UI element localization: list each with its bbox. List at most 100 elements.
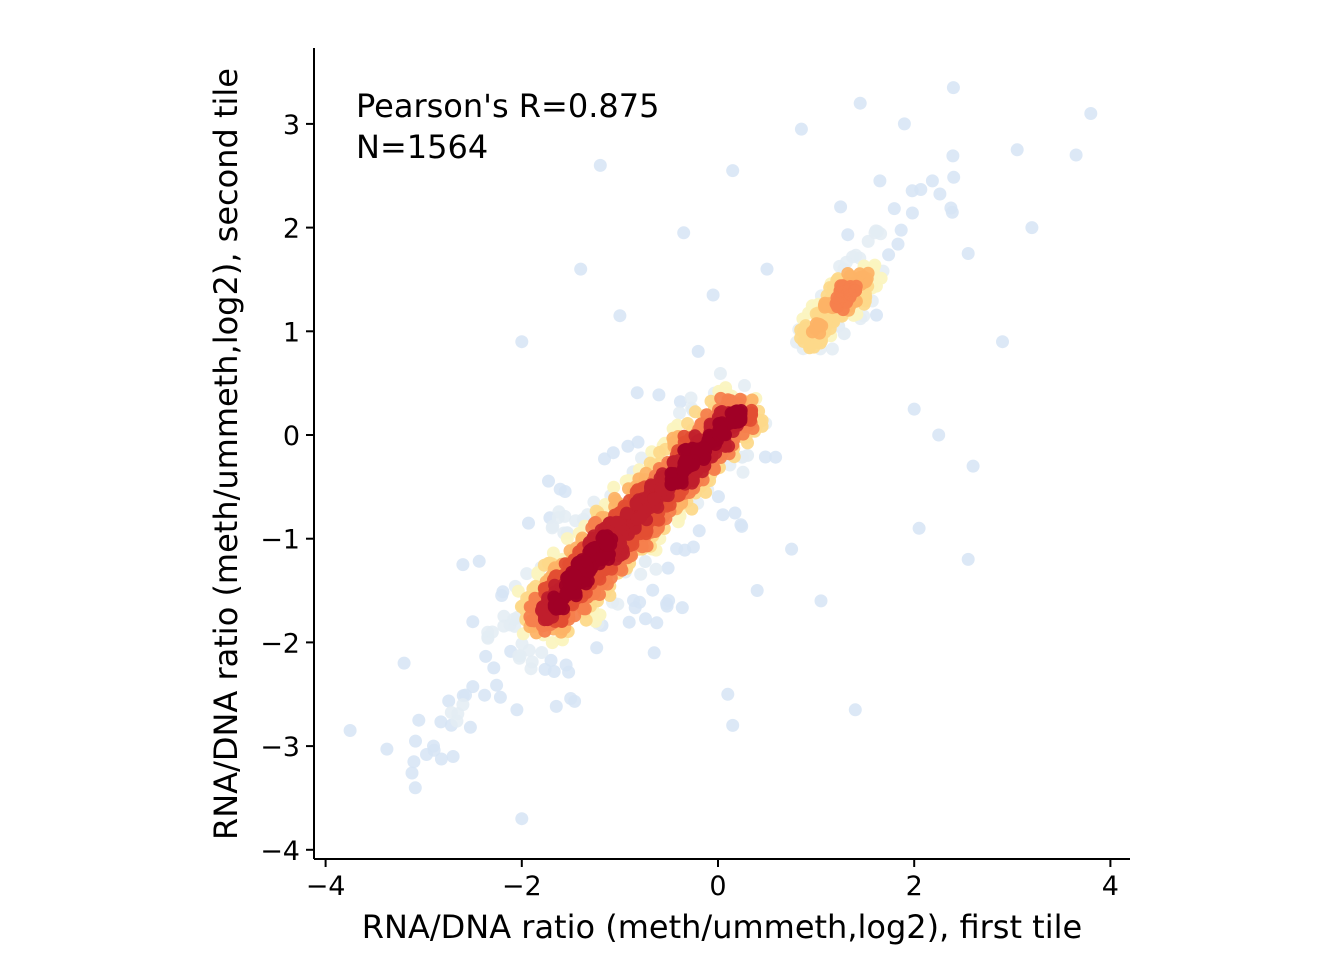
- scatter-point: [613, 309, 627, 323]
- scatter-point: [456, 558, 470, 572]
- scatter-point: [487, 661, 501, 675]
- scatter-point: [907, 402, 921, 416]
- scatter-point: [738, 379, 751, 392]
- scatter-point: [472, 554, 486, 568]
- scatter-point: [638, 555, 652, 568]
- scatter-point: [568, 569, 582, 583]
- x-ticks: −4 −2 0 2 4: [306, 859, 1119, 902]
- scatter-point: [576, 602, 590, 616]
- y-tick-label: −2: [260, 628, 300, 659]
- scatter-point: [496, 585, 510, 599]
- x-tick-label: 0: [709, 871, 726, 902]
- scatter-point: [450, 714, 464, 728]
- scatter-point: [1069, 148, 1083, 162]
- scatter-point: [647, 646, 661, 660]
- scatter-point: [736, 465, 750, 479]
- scatter-point: [466, 615, 480, 629]
- scatter-point: [758, 450, 772, 464]
- scatter-point: [839, 255, 853, 269]
- scatter-point: [527, 614, 541, 628]
- x-tick-label: −4: [306, 871, 346, 902]
- scatter-point: [490, 678, 504, 692]
- scatter-point: [607, 480, 621, 494]
- scatter-point: [721, 687, 735, 701]
- scatter-point: [405, 766, 419, 780]
- scatter-point: [559, 658, 573, 672]
- scatter-point: [848, 284, 862, 298]
- scatter-point: [478, 688, 492, 702]
- scatter-point: [1010, 143, 1024, 157]
- scatter-point: [611, 597, 625, 611]
- scatter-point: [553, 482, 567, 496]
- scatter-point: [794, 122, 808, 136]
- x-tick-label: 4: [1102, 871, 1119, 902]
- scatter-point: [894, 223, 908, 237]
- scatter-point: [554, 625, 568, 639]
- scatter-point: [650, 616, 664, 630]
- scatter-point: [661, 561, 675, 575]
- scatter-point: [837, 327, 851, 341]
- scatter-point: [593, 608, 607, 622]
- scatter-point: [673, 406, 686, 420]
- scatter-point: [409, 734, 422, 748]
- scatter-point: [639, 612, 652, 626]
- scatter-point: [853, 96, 867, 110]
- scatter-point: [493, 690, 507, 704]
- scatter-point: [715, 425, 728, 439]
- scatter-point: [925, 174, 939, 188]
- scatter-point: [905, 206, 919, 220]
- y-tick-label: −3: [260, 732, 300, 763]
- scatter-point: [996, 335, 1009, 349]
- scatter-point: [848, 703, 862, 717]
- scatter-point: [515, 812, 529, 826]
- scatter-point: [646, 583, 660, 597]
- x-axis-title: RNA/DNA ratio (meth/ummeth,log2), first …: [362, 908, 1082, 946]
- scatter-point: [549, 699, 563, 713]
- scatter-point: [634, 567, 648, 581]
- scatter-point: [520, 567, 534, 581]
- scatter-point: [745, 393, 759, 407]
- scatter-point: [691, 344, 705, 358]
- scatter-point: [870, 308, 883, 322]
- scatter-point: [380, 742, 394, 756]
- scatter-point: [678, 455, 692, 469]
- scatter-point: [343, 724, 357, 737]
- y-tick-label: 1: [283, 317, 300, 348]
- scatter-point: [622, 615, 636, 629]
- scatter-point: [726, 718, 740, 732]
- scatter-point: [560, 532, 574, 546]
- scatter-point: [677, 429, 691, 443]
- scatter-point: [593, 158, 607, 172]
- scatter-point: [728, 506, 742, 520]
- scatter-point: [606, 446, 620, 460]
- scatter-point: [535, 646, 549, 659]
- scatter-point: [513, 649, 527, 663]
- points-layer: [343, 81, 1098, 826]
- scatter-point: [485, 625, 499, 639]
- scatter-point: [412, 713, 426, 727]
- scatter-point: [711, 490, 725, 504]
- scatter-point: [933, 187, 947, 201]
- scatter-point: [815, 319, 829, 333]
- scatter-point: [1025, 221, 1039, 235]
- annotation-n: N=1564: [356, 128, 488, 166]
- scatter-point: [627, 594, 640, 607]
- y-tick-label: −4: [260, 836, 300, 867]
- scatter-point: [542, 474, 555, 488]
- scatter-point: [552, 505, 566, 519]
- scatter-point: [760, 262, 774, 276]
- scatter-point: [874, 271, 888, 285]
- scatter-point: [544, 653, 558, 667]
- x-tick-label: 2: [906, 871, 923, 902]
- scatter-point: [603, 589, 617, 602]
- scatter-point: [814, 594, 828, 608]
- scatter-point: [684, 391, 698, 405]
- scatter-point: [769, 450, 783, 464]
- scatter-point: [579, 613, 593, 627]
- scatter-point: [564, 692, 578, 705]
- scatter-point: [466, 680, 480, 694]
- y-ticks: −4 −3 −2 −1 0 1 2 3: [260, 110, 314, 867]
- scatter-point: [726, 164, 740, 178]
- scatter-point: [946, 81, 960, 95]
- scatter-point: [407, 755, 421, 769]
